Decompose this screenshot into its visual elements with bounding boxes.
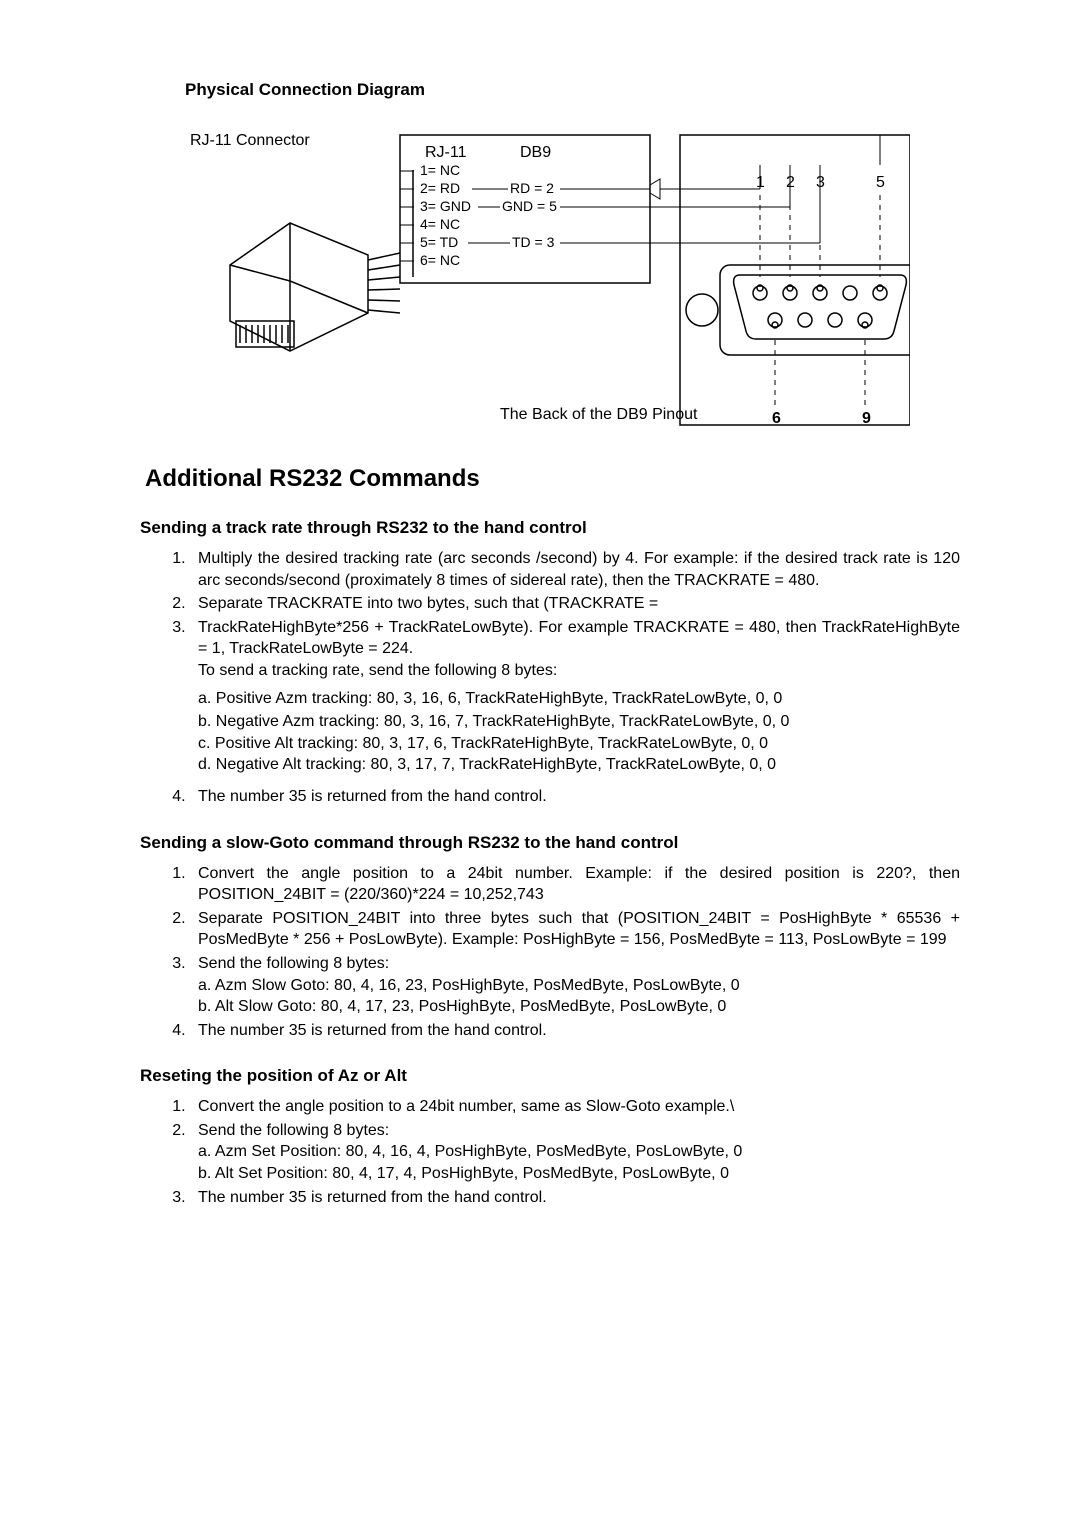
section1-list: Multiply the desired tracking rate (arc … (190, 548, 960, 808)
section2-list: Convert the angle position to a 24bit nu… (190, 863, 960, 1042)
list-item: TrackRateHighByte*256 + TrackRateLowByte… (190, 617, 960, 776)
diagram-svg: RJ-11 Connector (190, 125, 910, 435)
svg-text:TD = 3: TD = 3 (512, 234, 555, 250)
svg-text:GND = 5: GND = 5 (502, 198, 557, 214)
svg-text:1= NC: 1= NC (420, 162, 460, 178)
list-item: Separate POSITION_24BIT into three bytes… (190, 908, 960, 951)
section2-title: Sending a slow-Goto command through RS23… (140, 833, 960, 853)
svg-text:2= RD: 2= RD (420, 180, 460, 196)
svg-text:DB9: DB9 (520, 144, 551, 161)
section1-title: Sending a track rate through RS232 to th… (140, 518, 960, 538)
svg-text:9: 9 (862, 410, 871, 427)
section3-title: Reseting the position of Az or Alt (140, 1066, 960, 1086)
document-page: Physical Connection Diagram RJ-11 Connec… (0, 0, 1080, 1316)
physical-connection-diagram: RJ-11 Connector (190, 125, 910, 435)
list-item: Convert the angle position to a 24bit nu… (190, 863, 960, 906)
list-item: Separate TRACKRATE into two bytes, such … (190, 593, 960, 615)
rj11-plug-icon (230, 223, 400, 351)
diagram-title: Physical Connection Diagram (185, 80, 960, 100)
list-item: The number 35 is returned from the hand … (190, 1187, 960, 1209)
svg-text:5= TD: 5= TD (420, 234, 458, 250)
list-item: Multiply the desired tracking rate (arc … (190, 548, 960, 591)
svg-text:The Back of the DB9 Pinout: The Back of the DB9 Pinout (500, 406, 698, 423)
list-item: Send the following 8 bytes: a. Azm Slow … (190, 953, 960, 1018)
svg-text:4= NC: 4= NC (420, 216, 460, 232)
svg-text:3: 3 (816, 174, 825, 191)
svg-text:1: 1 (756, 174, 765, 191)
list-item: The number 35 is returned from the hand … (190, 786, 960, 808)
main-heading: Additional RS232 Commands (145, 465, 960, 493)
section3-list: Convert the angle position to a 24bit nu… (190, 1096, 960, 1208)
list-item: The number 35 is returned from the hand … (190, 1020, 960, 1042)
rj11-connector-label: RJ-11 Connector (190, 132, 310, 149)
list-item: Send the following 8 bytes: a. Azm Set P… (190, 1120, 960, 1185)
svg-text:5: 5 (876, 174, 885, 191)
list-item: Convert the angle position to a 24bit nu… (190, 1096, 960, 1118)
svg-text:6: 6 (772, 410, 781, 427)
svg-text:2: 2 (786, 174, 795, 191)
svg-text:RJ-11: RJ-11 (425, 144, 467, 161)
svg-text:RD = 2: RD = 2 (510, 180, 554, 196)
svg-text:6= NC: 6= NC (420, 252, 460, 268)
svg-text:3= GND: 3= GND (420, 198, 471, 214)
